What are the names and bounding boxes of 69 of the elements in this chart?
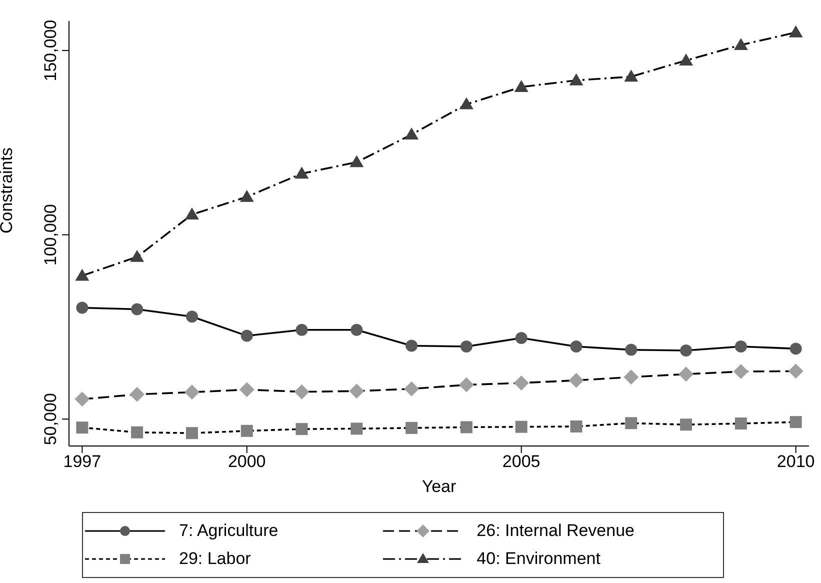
point — [569, 73, 584, 86]
legend-label: 7: Agriculture — [179, 521, 278, 541]
point — [184, 208, 199, 220]
point — [624, 70, 638, 82]
point — [679, 53, 694, 66]
point — [733, 364, 748, 380]
point — [570, 420, 582, 432]
x-tick-label: 1997 — [63, 452, 102, 472]
point — [184, 384, 200, 400]
legend-label: 26: Internal Revenue — [476, 521, 635, 541]
x-axis-title: Year — [422, 477, 457, 496]
point — [406, 422, 418, 434]
point — [130, 250, 144, 262]
point — [458, 377, 474, 392]
point — [680, 344, 692, 357]
point — [788, 25, 803, 38]
point — [350, 324, 363, 336]
point — [296, 324, 308, 336]
y-tick-label: 100,000 — [41, 204, 60, 266]
point — [734, 38, 748, 50]
point — [296, 423, 308, 436]
point — [790, 342, 802, 355]
point — [734, 418, 747, 430]
point — [240, 330, 253, 342]
point — [75, 268, 90, 281]
point — [460, 421, 472, 434]
point — [76, 302, 88, 314]
point — [294, 384, 310, 400]
point — [74, 392, 90, 407]
point — [131, 303, 144, 316]
point — [186, 427, 198, 440]
point — [790, 416, 802, 428]
point — [514, 80, 528, 92]
point — [186, 310, 198, 323]
point — [404, 128, 419, 140]
point — [788, 364, 804, 379]
point — [240, 190, 254, 202]
point — [350, 155, 364, 168]
point — [240, 424, 253, 437]
point — [239, 382, 254, 398]
point — [76, 422, 88, 434]
point — [406, 340, 418, 352]
point — [514, 375, 529, 390]
x-tick-label: 2005 — [502, 452, 540, 472]
point — [349, 384, 364, 399]
legend-label: 29: Labor — [179, 549, 251, 569]
point — [404, 381, 420, 396]
point — [625, 344, 638, 356]
y-tick-label: 150,000 — [41, 20, 60, 82]
point — [131, 426, 144, 438]
legend-label: 40: Environment — [476, 549, 600, 569]
point — [680, 418, 692, 431]
point — [294, 166, 309, 179]
y-tick-label: 50,000 — [41, 393, 60, 446]
x-tick-label: 2000 — [228, 452, 266, 472]
point — [460, 340, 472, 352]
point — [568, 372, 584, 388]
point — [734, 340, 747, 352]
point — [570, 340, 582, 352]
point — [624, 370, 639, 385]
point — [459, 97, 474, 110]
point — [625, 417, 638, 430]
point — [678, 366, 694, 382]
point — [350, 422, 363, 435]
point — [130, 386, 145, 402]
y-axis-title: Constraints — [0, 148, 16, 234]
point — [515, 420, 528, 433]
point — [515, 332, 528, 344]
x-tick-label: 2010 — [776, 452, 815, 472]
